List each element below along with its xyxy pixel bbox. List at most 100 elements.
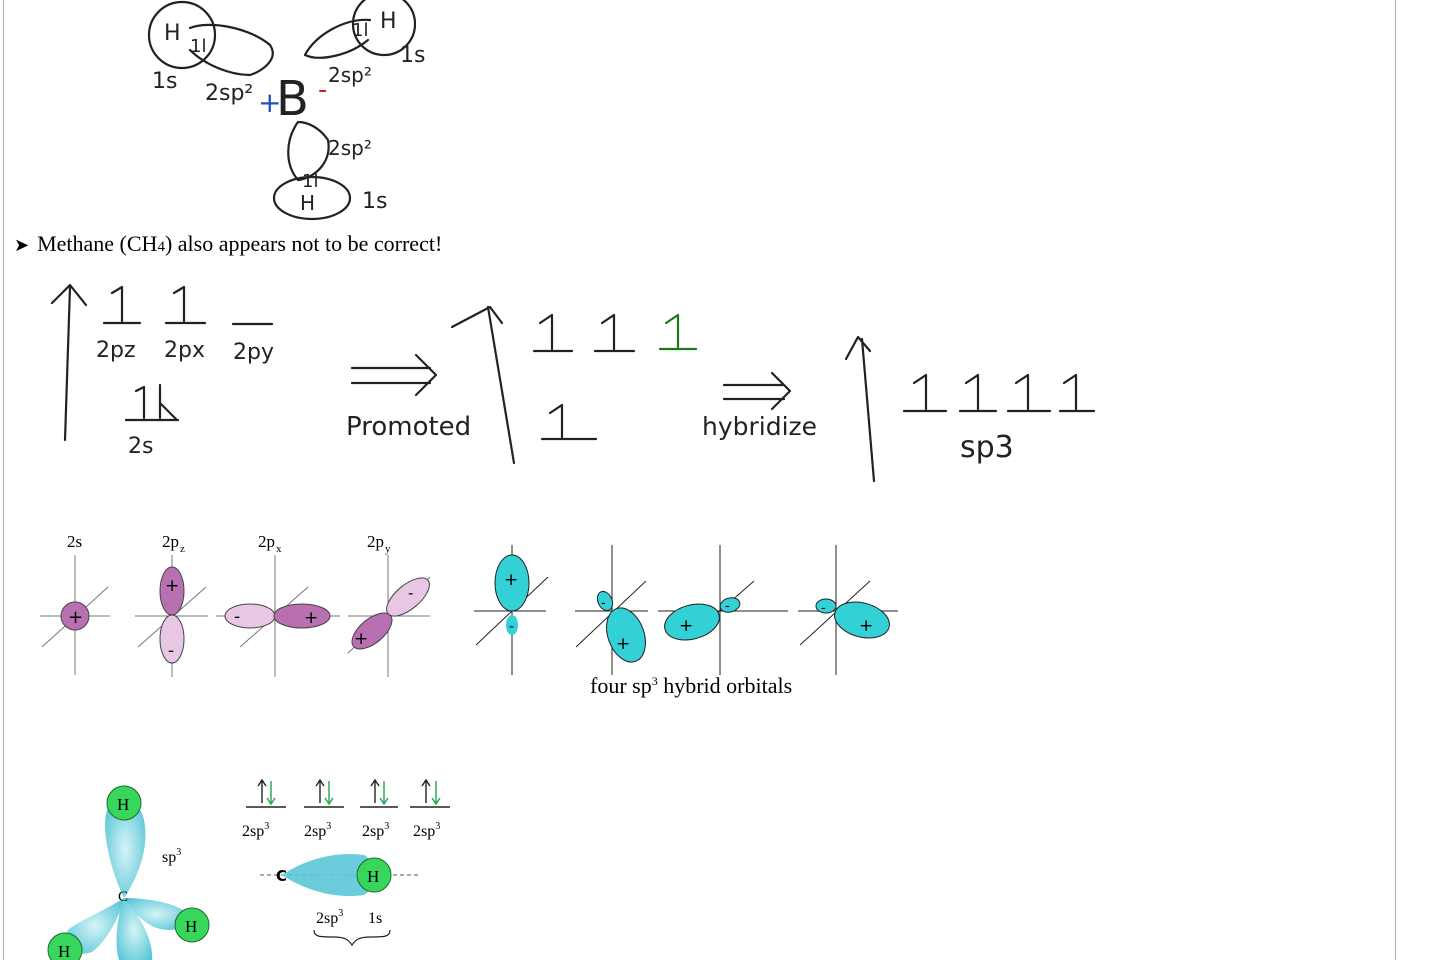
- py-lobe-lower: [351, 612, 393, 650]
- hybrid4-big-lobe: [834, 601, 890, 639]
- atomic-orbital-diagram: 2s + 2p z + - 2p x - + 2p y - + + - + -: [40, 532, 898, 698]
- orbital-label-4: 2sp3: [413, 821, 440, 840]
- orbital-label-2: 2sp3: [304, 821, 331, 840]
- bond-label-2sp3: 2sp3: [316, 908, 343, 927]
- label-2sp2-bottom: 2sp²: [328, 136, 372, 160]
- label-2s: 2s: [128, 434, 153, 459]
- label-pz-sub: z: [180, 543, 185, 555]
- bullet-subscript: 4: [157, 239, 165, 255]
- hybridize-arrow: [722, 371, 792, 411]
- label-2sp2-left: 2sp²: [205, 81, 253, 106]
- methane-sp3-figure: C H H H sp3: [47, 785, 210, 960]
- hybrid1-big-lobe: [494, 554, 530, 612]
- s-sign: +: [68, 607, 83, 628]
- px-plus: +: [304, 608, 318, 628]
- energy-level-sketch: 2pz 2px 2py 2s Promoted hybridize sp3: [50, 283, 1096, 483]
- promoted-label: Promoted: [346, 412, 471, 442]
- energy-arrow-1: [50, 283, 88, 442]
- sp3-shape-label: sp3: [162, 847, 181, 866]
- orbital-2pz-electron: [102, 285, 142, 325]
- h-top-right-circle: [351, 0, 417, 57]
- h-bottom-label: H: [300, 191, 315, 215]
- carbon-label: C: [118, 889, 128, 905]
- hybrid3-big-lobe: [664, 603, 720, 641]
- sp3-lobe-right: [124, 898, 189, 930]
- sp3-lobe-up: [105, 800, 146, 898]
- h-atom-right: [174, 907, 210, 943]
- bond-h-atom: [356, 857, 392, 893]
- bullet-text-after: ) also appears not to be correct!: [164, 231, 443, 256]
- py-plus: +: [354, 629, 368, 649]
- h-atom-top: [106, 785, 142, 821]
- sp3-orbital-boxes: [246, 778, 450, 808]
- bond-brace: [313, 929, 391, 947]
- label-2px: 2px: [164, 338, 205, 363]
- sp3-e1: [902, 373, 948, 413]
- px-minus: -: [234, 607, 240, 627]
- bond-carbon: C: [276, 867, 287, 885]
- orbital-label-3: 2sp3: [362, 821, 389, 840]
- document-page: [3, 0, 1396, 960]
- label-2pz: 2pz: [96, 338, 136, 363]
- hybrid-caption: four sp3 hybrid orbitals: [590, 673, 792, 698]
- h-atom-left: [47, 932, 83, 960]
- hybrid2-plus: +: [616, 634, 630, 654]
- caption-sup: 3: [652, 674, 658, 688]
- hybridize-label: hybridize: [702, 412, 817, 441]
- hybrid3-minus: -: [725, 599, 730, 614]
- label-1s-right: 1s: [400, 43, 425, 68]
- s-orbital-sphere: [60, 601, 90, 631]
- hybrid4-plus: +: [859, 616, 873, 636]
- sp3-label: sp3: [960, 430, 1014, 465]
- pz-plus: +: [165, 576, 179, 596]
- hybrid3-plus: +: [679, 616, 693, 636]
- boron-bonding-sketch: H 1l 1s 2sp² H 1l 1s 2sp² B + - H 1l 2sp…: [147, 0, 425, 221]
- h-right-label: H: [185, 917, 197, 936]
- h-bottom-circle: [272, 175, 352, 221]
- sp2-lobe-bottom: [287, 120, 330, 182]
- pair-bottom: 1l: [302, 171, 318, 192]
- label-1s-bottom: 1s: [362, 189, 387, 214]
- orbital-2px-electron: [164, 285, 207, 325]
- label-2py: 2py: [233, 340, 274, 365]
- hybrid2-minus: -: [601, 596, 606, 611]
- label-px: 2p: [258, 532, 275, 551]
- ch-bond-figure: 2sp3 2sp3 2sp3 2sp3 C H 2sp3 1s: [242, 778, 450, 947]
- sp3-lobe-down: [116, 898, 153, 960]
- energy-arrow-2: [450, 305, 516, 465]
- hybrid4-minus: -: [821, 601, 826, 616]
- label-pz: 2p: [162, 532, 179, 551]
- label-py-sub: y: [385, 543, 391, 555]
- h-top-label: H: [117, 795, 129, 814]
- px-lobe-right: [273, 603, 331, 629]
- boron-letter: B: [276, 71, 309, 127]
- promoted-e1: [532, 313, 574, 353]
- bullet-methane: ➤ Methane (CH4) also appears not to be co…: [14, 230, 442, 261]
- pair-right: 1l: [352, 20, 368, 41]
- sp2-lobe-right: [303, 18, 372, 59]
- hybrid4-small-lobe: [815, 598, 837, 614]
- py-minus: -: [408, 584, 413, 602]
- pz-lobe-bottom: [159, 614, 185, 664]
- promoted-e2: [593, 313, 636, 353]
- bullet-arrow-icon: ➤: [14, 235, 30, 255]
- h-top-left-circle: [147, 0, 217, 70]
- sp3-e2: [958, 373, 998, 413]
- bond-label-1s: 1s: [368, 910, 382, 927]
- sp3-e4: [1058, 373, 1096, 413]
- caption-after: hybrid orbitals: [658, 673, 792, 698]
- px-lobe-left: [224, 603, 276, 629]
- hybrid3-small-lobe: [719, 597, 741, 613]
- h-top-left-label: H: [164, 21, 181, 46]
- hybrid2-small-lobe: [596, 590, 614, 612]
- orbital-label-1: 2sp3: [242, 821, 269, 840]
- bond-h-label: H: [367, 867, 379, 886]
- h-top-right-label: H: [380, 9, 397, 34]
- label-py: 2p: [367, 532, 384, 551]
- hybrid1-minus: -: [509, 619, 514, 635]
- hybrid1-small-lobe: [506, 615, 518, 635]
- hybrid2-big-lobe: [606, 607, 646, 663]
- orbital-2s-pair: [124, 383, 180, 422]
- minus-charge: -: [318, 75, 327, 105]
- sp3-bond-lobe: [282, 853, 373, 897]
